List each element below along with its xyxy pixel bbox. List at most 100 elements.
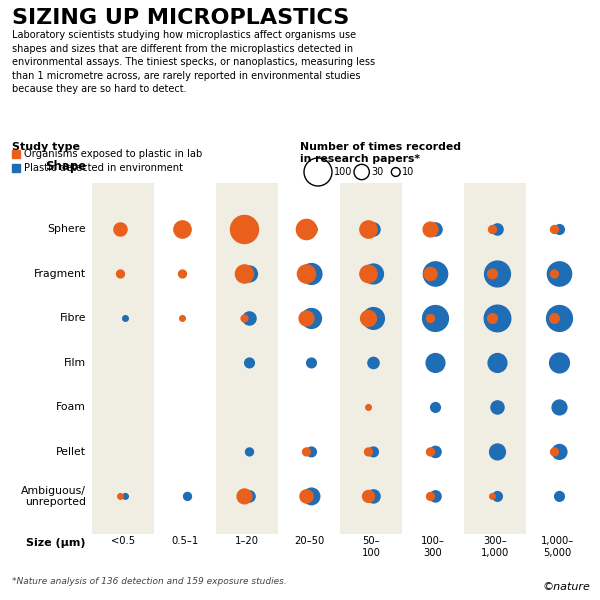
Circle shape bbox=[431, 403, 440, 412]
Circle shape bbox=[427, 314, 434, 322]
Text: 30: 30 bbox=[371, 167, 383, 177]
Circle shape bbox=[430, 446, 441, 458]
Circle shape bbox=[488, 226, 496, 233]
Circle shape bbox=[237, 489, 252, 504]
Circle shape bbox=[362, 490, 374, 502]
Text: 10: 10 bbox=[402, 167, 415, 177]
Bar bbox=[12, 150, 20, 158]
Text: Organisms exposed to plastic in lab: Organisms exposed to plastic in lab bbox=[24, 149, 202, 159]
Circle shape bbox=[430, 491, 441, 502]
Circle shape bbox=[368, 447, 379, 457]
Circle shape bbox=[423, 222, 438, 237]
Circle shape bbox=[552, 400, 567, 415]
Circle shape bbox=[245, 448, 253, 456]
Circle shape bbox=[116, 270, 124, 278]
Text: SIZING UP MICROPLASTICS: SIZING UP MICROPLASTICS bbox=[12, 8, 349, 28]
Text: Fragment: Fragment bbox=[34, 269, 86, 279]
Text: Study type: Study type bbox=[12, 142, 80, 152]
Text: Ambiguous/
unreported: Ambiguous/ unreported bbox=[21, 485, 86, 507]
Circle shape bbox=[302, 448, 310, 456]
Circle shape bbox=[368, 358, 379, 368]
Circle shape bbox=[300, 490, 313, 503]
Circle shape bbox=[554, 491, 565, 501]
Text: 100–
300: 100– 300 bbox=[421, 536, 445, 557]
Circle shape bbox=[114, 223, 127, 236]
Circle shape bbox=[123, 316, 128, 321]
Circle shape bbox=[492, 224, 503, 235]
Text: Fibre: Fibre bbox=[59, 313, 86, 323]
Circle shape bbox=[299, 311, 314, 326]
Circle shape bbox=[491, 401, 504, 414]
Circle shape bbox=[493, 491, 502, 501]
Circle shape bbox=[298, 265, 316, 283]
Circle shape bbox=[426, 353, 445, 373]
Text: 50–
100: 50– 100 bbox=[362, 536, 380, 557]
Circle shape bbox=[184, 493, 191, 500]
Circle shape bbox=[360, 221, 377, 238]
Circle shape bbox=[367, 223, 380, 236]
FancyBboxPatch shape bbox=[216, 183, 278, 534]
Bar bbox=[12, 164, 20, 172]
Text: Shape: Shape bbox=[45, 160, 86, 173]
Circle shape bbox=[362, 308, 385, 329]
Circle shape bbox=[123, 494, 128, 499]
Circle shape bbox=[554, 224, 565, 235]
Circle shape bbox=[429, 223, 442, 236]
Circle shape bbox=[488, 353, 507, 373]
Text: Plastic detected in environment: Plastic detected in environment bbox=[24, 163, 183, 173]
Circle shape bbox=[490, 494, 496, 499]
Circle shape bbox=[422, 305, 448, 331]
Circle shape bbox=[235, 265, 254, 283]
Circle shape bbox=[301, 263, 322, 284]
Circle shape bbox=[245, 224, 254, 235]
Circle shape bbox=[174, 221, 191, 238]
Circle shape bbox=[360, 265, 377, 283]
Text: 100: 100 bbox=[334, 167, 352, 177]
FancyBboxPatch shape bbox=[92, 183, 154, 534]
Circle shape bbox=[490, 444, 505, 460]
Text: Pellet: Pellet bbox=[56, 447, 86, 457]
Circle shape bbox=[547, 305, 572, 331]
Circle shape bbox=[118, 494, 124, 499]
Circle shape bbox=[180, 316, 185, 321]
Circle shape bbox=[424, 262, 448, 286]
Circle shape bbox=[551, 448, 559, 456]
Circle shape bbox=[307, 358, 316, 368]
Circle shape bbox=[245, 358, 254, 368]
Circle shape bbox=[552, 445, 567, 460]
Circle shape bbox=[367, 490, 380, 503]
Circle shape bbox=[230, 215, 259, 244]
Circle shape bbox=[185, 227, 190, 232]
Text: 1–20: 1–20 bbox=[235, 536, 259, 546]
Circle shape bbox=[364, 264, 383, 284]
Text: Size (μm): Size (μm) bbox=[26, 538, 86, 548]
Text: ©nature: ©nature bbox=[542, 582, 590, 592]
Circle shape bbox=[488, 269, 497, 279]
Text: 300–
1,000: 300– 1,000 bbox=[481, 536, 509, 557]
Text: 0.5–1: 0.5–1 bbox=[172, 536, 199, 546]
Circle shape bbox=[424, 268, 437, 281]
Text: 1,000–
5,000: 1,000– 5,000 bbox=[541, 536, 574, 557]
Circle shape bbox=[550, 314, 559, 323]
Circle shape bbox=[296, 220, 317, 239]
Circle shape bbox=[547, 262, 572, 286]
Circle shape bbox=[179, 270, 187, 278]
Circle shape bbox=[365, 448, 373, 456]
FancyBboxPatch shape bbox=[464, 183, 526, 534]
Circle shape bbox=[307, 447, 316, 457]
Circle shape bbox=[427, 493, 434, 500]
Circle shape bbox=[303, 488, 320, 505]
Circle shape bbox=[485, 261, 511, 287]
Text: Film: Film bbox=[64, 358, 86, 368]
Circle shape bbox=[366, 404, 371, 410]
FancyBboxPatch shape bbox=[340, 183, 402, 534]
Circle shape bbox=[361, 311, 376, 326]
Circle shape bbox=[551, 226, 559, 233]
Circle shape bbox=[550, 353, 569, 373]
Text: <0.5: <0.5 bbox=[111, 536, 135, 546]
Text: 20–50: 20–50 bbox=[294, 536, 324, 546]
Text: Laboratory scientists studying how microplastics affect organisms use
shapes and: Laboratory scientists studying how micro… bbox=[12, 30, 375, 94]
Circle shape bbox=[551, 270, 559, 278]
Circle shape bbox=[242, 266, 257, 282]
Circle shape bbox=[484, 305, 511, 332]
